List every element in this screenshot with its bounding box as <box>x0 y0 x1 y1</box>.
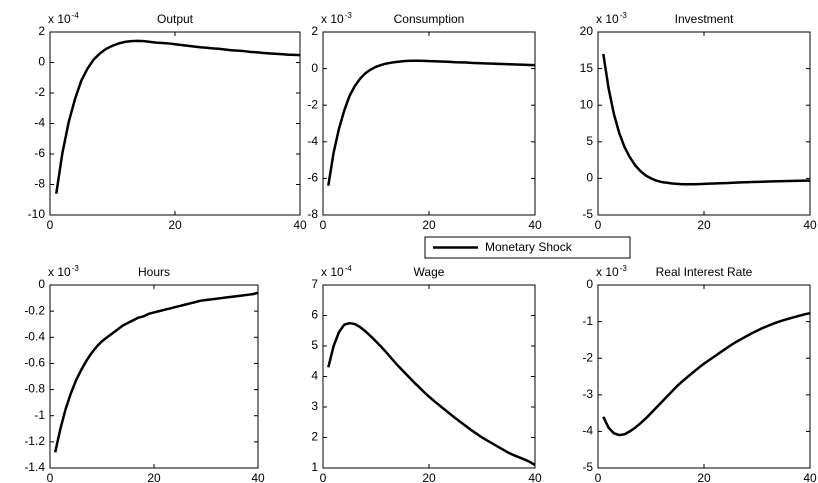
legend-label: Monetary Shock <box>485 240 573 254</box>
y-tick-label: -10 <box>28 207 46 221</box>
series-line <box>327 59 536 186</box>
y-tick-label: 10 <box>580 97 594 111</box>
chart-title: Wage <box>414 265 445 279</box>
x-tick-label: 20 <box>422 218 436 232</box>
y-tick-label: 2 <box>38 24 45 38</box>
axis-multiplier-exponent: -3 <box>620 264 628 273</box>
series-line <box>327 321 536 467</box>
chart-title: Consumption <box>394 12 465 26</box>
x-tick-label: 0 <box>47 471 54 483</box>
axis-multiplier: x 10 <box>48 265 71 279</box>
axis-multiplier-exponent: -3 <box>72 264 80 273</box>
y-tick-label: 20 <box>580 24 594 38</box>
chart-title: Real Interest Rate <box>656 265 753 279</box>
series-line <box>53 291 259 453</box>
y-tick-label: -1.4 <box>24 460 45 474</box>
y-tick-label: -0.2 <box>24 303 45 317</box>
x-tick-label: 0 <box>595 471 602 483</box>
y-tick-label: 7 <box>311 277 318 291</box>
x-tick-label: 20 <box>697 471 711 483</box>
axis-multiplier: x 10 <box>48 12 71 26</box>
y-tick-label: -4 <box>34 116 45 130</box>
y-tick-label: -0.8 <box>24 382 45 396</box>
axis-multiplier: x 10 <box>596 12 619 26</box>
y-tick-label: 0 <box>586 171 593 185</box>
y-tick-label: 5 <box>586 134 593 148</box>
axes-box <box>322 284 536 469</box>
x-tick-label: 40 <box>528 218 542 232</box>
series-line <box>602 311 811 437</box>
axis-multiplier: x 10 <box>596 265 619 279</box>
y-tick-label: -8 <box>34 177 45 191</box>
axis-multiplier: x 10 <box>321 265 344 279</box>
y-tick-label: -1 <box>582 314 593 328</box>
y-tick-label: -2 <box>34 85 45 99</box>
y-tick-label: 0 <box>38 277 45 291</box>
y-tick-label: -4 <box>307 134 318 148</box>
series-line <box>55 39 301 194</box>
axis-multiplier-exponent: -4 <box>345 264 353 273</box>
axis-multiplier-exponent: -4 <box>72 11 80 20</box>
y-tick-label: -4 <box>582 424 593 438</box>
y-tick-label: 2 <box>311 24 318 38</box>
axes-box <box>597 31 811 216</box>
y-tick-label: -1.2 <box>24 434 45 448</box>
y-tick-label: -5 <box>582 460 593 474</box>
x-tick-label: 0 <box>595 218 602 232</box>
axes-box <box>322 31 536 216</box>
x-tick-label: 0 <box>320 471 327 483</box>
x-tick-label: 40 <box>803 471 817 483</box>
x-tick-label: 0 <box>47 218 54 232</box>
legend-box <box>424 236 631 259</box>
x-tick-label: 40 <box>803 218 817 232</box>
y-tick-label: -3 <box>582 387 593 401</box>
y-tick-label: -8 <box>307 207 318 221</box>
y-tick-label: -0.6 <box>24 356 45 370</box>
y-tick-label: -5 <box>582 207 593 221</box>
y-tick-label: 4 <box>311 369 318 383</box>
y-tick-label: -0.4 <box>24 329 45 343</box>
y-tick-label: 15 <box>580 61 594 75</box>
x-tick-label: 20 <box>422 471 436 483</box>
axis-multiplier-exponent: -3 <box>345 11 353 20</box>
y-tick-label: -6 <box>34 146 45 160</box>
axes-box <box>597 284 811 469</box>
chart-title: Investment <box>675 12 734 26</box>
x-tick-label: 40 <box>528 471 542 483</box>
y-tick-label: -2 <box>582 350 593 364</box>
y-tick-label: 0 <box>38 55 45 69</box>
x-tick-label: 20 <box>147 471 161 483</box>
y-tick-label: 6 <box>311 308 318 322</box>
y-tick-label: 3 <box>311 399 318 413</box>
x-tick-label: 20 <box>697 218 711 232</box>
x-tick-label: 40 <box>293 218 307 232</box>
y-tick-label: 0 <box>311 61 318 75</box>
y-tick-label: -1 <box>34 408 45 422</box>
axis-multiplier-exponent: -3 <box>620 11 628 20</box>
chart-title: Hours <box>138 265 170 279</box>
y-tick-label: 0 <box>586 277 593 291</box>
axes-box <box>49 31 301 216</box>
axis-multiplier: x 10 <box>321 12 344 26</box>
y-tick-label: 5 <box>311 338 318 352</box>
x-tick-label: 40 <box>251 471 265 483</box>
y-tick-label: -6 <box>307 171 318 185</box>
x-tick-label: 0 <box>320 218 327 232</box>
y-tick-label: 2 <box>311 430 318 444</box>
x-tick-label: 20 <box>168 218 182 232</box>
y-tick-label: -2 <box>307 97 318 111</box>
y-tick-label: 1 <box>311 460 318 474</box>
chart-title: Output <box>157 12 194 26</box>
series-line <box>602 53 811 186</box>
